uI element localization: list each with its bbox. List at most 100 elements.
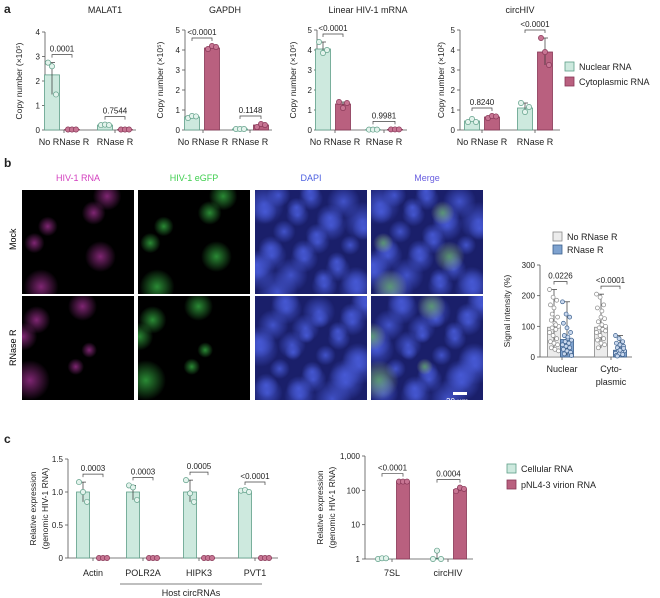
data-point	[84, 498, 90, 505]
y-tick-label: 0	[36, 126, 41, 135]
y-tick-label: 200	[522, 292, 536, 301]
p-value-label: 0.0005	[187, 462, 212, 471]
legend-swatch	[506, 463, 517, 474]
chart-3	[457, 29, 560, 133]
y-tick-label: 1.5	[52, 455, 64, 464]
data-point	[620, 339, 626, 345]
data-point	[551, 305, 557, 311]
data-point	[320, 50, 326, 56]
legend-label: Cytoplasmic RNA	[579, 77, 650, 87]
data-point	[518, 100, 524, 106]
data-point	[542, 49, 548, 55]
microscopy-image	[255, 296, 367, 400]
legend-swatch	[564, 76, 575, 87]
chart-title: MALAT1	[88, 5, 122, 15]
data-point	[614, 353, 620, 359]
data-point	[567, 314, 573, 320]
condition-label: RNase R	[8, 329, 18, 366]
data-point	[550, 294, 556, 300]
legend-label: Nuclear RNA	[579, 62, 632, 72]
x-tick-label: Actin	[83, 568, 103, 578]
y-tick-label: 10	[351, 521, 360, 530]
significance-bracket	[82, 473, 104, 478]
y-tick-label: 0	[531, 353, 536, 362]
data-point	[49, 63, 55, 70]
scale-bar-label: 20 µm	[446, 397, 469, 406]
p-value-label: 0.8240	[470, 98, 495, 107]
x-tick-label: plasmic	[596, 377, 627, 387]
significance-bracket	[471, 107, 493, 111]
data-point	[453, 488, 459, 495]
data-point	[594, 330, 599, 335]
data-point	[213, 44, 219, 50]
data-point	[130, 484, 136, 491]
p-value-label: 0.0226	[548, 272, 573, 281]
bar	[238, 491, 252, 559]
data-point	[566, 340, 572, 346]
data-point	[434, 547, 440, 554]
p-value-label: <0.0001	[596, 276, 626, 285]
data-point	[560, 299, 565, 305]
p-value-label: 0.0003	[81, 464, 106, 473]
x-tick-label: RNase R	[97, 137, 134, 147]
data-point	[383, 555, 389, 562]
y-tick-label: 1	[308, 106, 313, 115]
data-point	[80, 489, 86, 495]
data-point	[493, 113, 499, 120]
chart-6	[362, 455, 473, 562]
data-point	[546, 62, 552, 68]
data-point	[554, 297, 560, 303]
chart-title: circHIV	[506, 5, 535, 15]
y-axis-label: Copy number (×10⁵)	[155, 41, 165, 118]
data-point	[548, 317, 554, 323]
significance-bracket	[553, 281, 568, 285]
data-point	[316, 39, 322, 45]
data-point	[336, 99, 342, 105]
data-point	[324, 47, 330, 53]
p-value-label: 0.0004	[436, 470, 461, 479]
bar	[396, 481, 410, 560]
data-point	[538, 35, 544, 41]
y-tick-label: 2	[176, 86, 181, 95]
p-value-label: <0.0001	[240, 472, 270, 481]
data-point	[616, 336, 622, 341]
significance-bracket	[372, 121, 396, 125]
chart-1	[182, 29, 272, 133]
x-tick-label: circHIV	[434, 568, 463, 578]
significance-bracket	[244, 481, 266, 486]
y-tick-label: 2	[36, 77, 41, 86]
data-point	[563, 311, 569, 317]
significance-bracket	[322, 33, 344, 37]
data-point	[617, 347, 623, 353]
data-point	[73, 126, 79, 133]
data-point	[554, 336, 560, 341]
microscopy-image	[22, 296, 134, 400]
condition-label: Mock	[8, 228, 18, 250]
y-tick-label: 3	[451, 66, 456, 75]
panel-letter-c: c	[4, 432, 11, 446]
bar	[204, 47, 220, 131]
data-point	[205, 46, 211, 52]
legend-label: Cellular RNA	[521, 464, 573, 474]
p-value-label: <0.0001	[318, 24, 348, 33]
y-tick-label: 0	[59, 554, 64, 563]
chart-5	[65, 458, 278, 585]
data-point	[595, 319, 601, 325]
data-point	[374, 126, 380, 133]
x-tick-label: No RNase R	[178, 137, 229, 147]
data-point	[567, 345, 573, 351]
data-point	[595, 345, 601, 351]
data-point	[555, 342, 560, 348]
y-tick-label: 0.5	[52, 521, 64, 530]
data-point	[154, 555, 160, 561]
y-tick-label: 5	[176, 26, 181, 35]
data-point	[246, 489, 252, 495]
data-point	[340, 105, 346, 111]
data-point	[599, 308, 605, 314]
legend-swatch	[506, 479, 517, 490]
p-value-label: <0.0001	[378, 464, 408, 473]
data-point	[262, 122, 268, 128]
y-axis-label: Relative expression	[315, 470, 325, 544]
chart-4	[537, 264, 632, 360]
data-point	[613, 333, 618, 338]
